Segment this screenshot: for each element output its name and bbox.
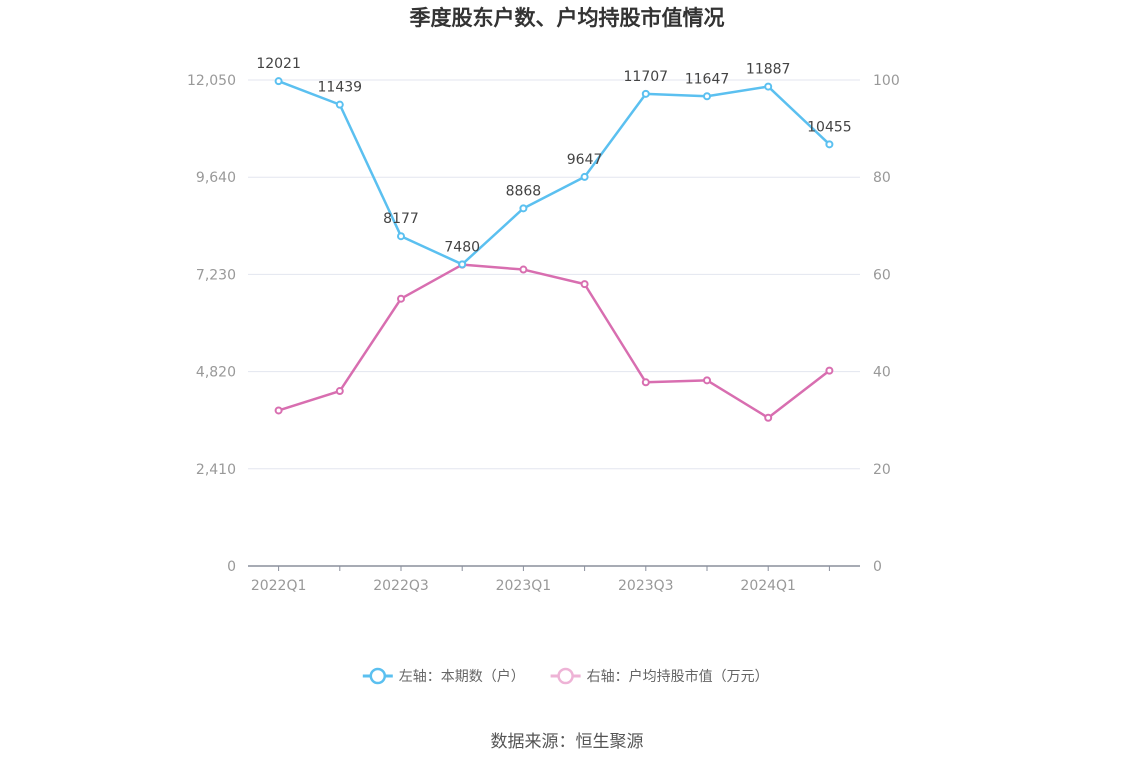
series-right — [274, 260, 834, 422]
data-point[interactable] — [274, 406, 283, 415]
data-point[interactable] — [580, 172, 589, 181]
x-tick-label: 2023Q1 — [496, 578, 552, 594]
data-point[interactable] — [641, 378, 650, 387]
data-label: 11647 — [685, 71, 730, 87]
series-line — [278, 263, 831, 420]
y-right-tick-label: 40 — [873, 365, 891, 381]
x-tick-label: 2024Q1 — [740, 578, 796, 594]
series-line — [278, 80, 831, 266]
y-left-tick-label: 7,230 — [196, 267, 236, 283]
data-label: 10455 — [807, 119, 852, 135]
x-tick-label: 2023Q3 — [618, 578, 674, 594]
data-point[interactable] — [703, 92, 711, 101]
series-left: 12021 11439 8177 7480 8868 9647 11707 11647 1188… — [256, 56, 852, 269]
data-label: 7480 — [444, 239, 480, 255]
data-label: 8868 — [506, 183, 542, 199]
y-right-tick-label: 0 — [873, 559, 882, 575]
data-point[interactable] — [703, 376, 711, 385]
legend-marker-icon — [369, 667, 387, 685]
y-left-tick-label: 4,820 — [196, 365, 236, 381]
source-note: 数据来源：恒生聚源 — [491, 732, 644, 752]
data-point[interactable] — [764, 82, 773, 91]
x-axis: 2022Q1 2022Q3 2023Q1 2023Q3 2024Q1 — [251, 566, 830, 594]
y-right-tick-label: 20 — [873, 462, 891, 478]
data-point[interactable] — [335, 100, 344, 109]
data-point[interactable] — [825, 140, 834, 149]
data-label: 11439 — [318, 80, 363, 96]
data-point[interactable] — [519, 204, 528, 213]
data-label: 11707 — [624, 69, 669, 85]
data-point[interactable] — [764, 413, 773, 422]
data-point[interactable] — [397, 232, 405, 241]
grid-lines — [248, 79, 860, 470]
y-left-tick-label: 12,050 — [187, 73, 236, 89]
legend-label: 右轴：户均持股市值（万元） — [587, 668, 769, 685]
y-right-tick-label: 60 — [873, 267, 891, 283]
data-label: 12021 — [256, 56, 301, 72]
series-group: 12021 11439 8177 7480 8868 9647 11707 11647 1188… — [256, 56, 852, 422]
y-left-tick-label: 2,410 — [196, 462, 236, 478]
data-point[interactable] — [580, 280, 589, 289]
data-point[interactable] — [519, 265, 528, 274]
x-tick-label: 2022Q3 — [373, 578, 429, 594]
y-right-tick-label: 100 — [873, 73, 900, 89]
y-left-tick-label: 9,640 — [196, 170, 236, 186]
data-label: 8177 — [383, 211, 419, 227]
data-point[interactable] — [397, 294, 405, 303]
data-point[interactable] — [458, 260, 467, 269]
y-axis-right: 0 20 40 60 80 100 — [873, 73, 900, 575]
data-label: 9647 — [567, 152, 603, 168]
y-axis-left: 0 2,410 4,820 7,230 9,640 12,050 — [187, 73, 236, 575]
data-point[interactable] — [641, 89, 650, 98]
chart-title: 季度股东户数、户均持股市值情况 — [410, 6, 725, 30]
legend-item-right[interactable]: 右轴：户均持股市值（万元） — [550, 667, 769, 685]
legend-marker-icon — [557, 667, 574, 685]
y-right-tick-label: 80 — [873, 170, 891, 186]
data-label: 11887 — [746, 62, 791, 78]
data-point[interactable] — [274, 77, 283, 86]
data-point[interactable] — [825, 366, 834, 375]
data-point[interactable] — [335, 387, 344, 396]
legend-item-left[interactable]: 左轴：本期数（户） — [362, 667, 525, 685]
x-tick-label: 2022Q1 — [251, 578, 307, 594]
legend-label: 左轴：本期数（户） — [399, 668, 525, 685]
y-left-tick-label: 0 — [227, 559, 236, 575]
legend[interactable]: 左轴：本期数（户） 右轴：户均持股市值（万元） — [362, 667, 769, 685]
